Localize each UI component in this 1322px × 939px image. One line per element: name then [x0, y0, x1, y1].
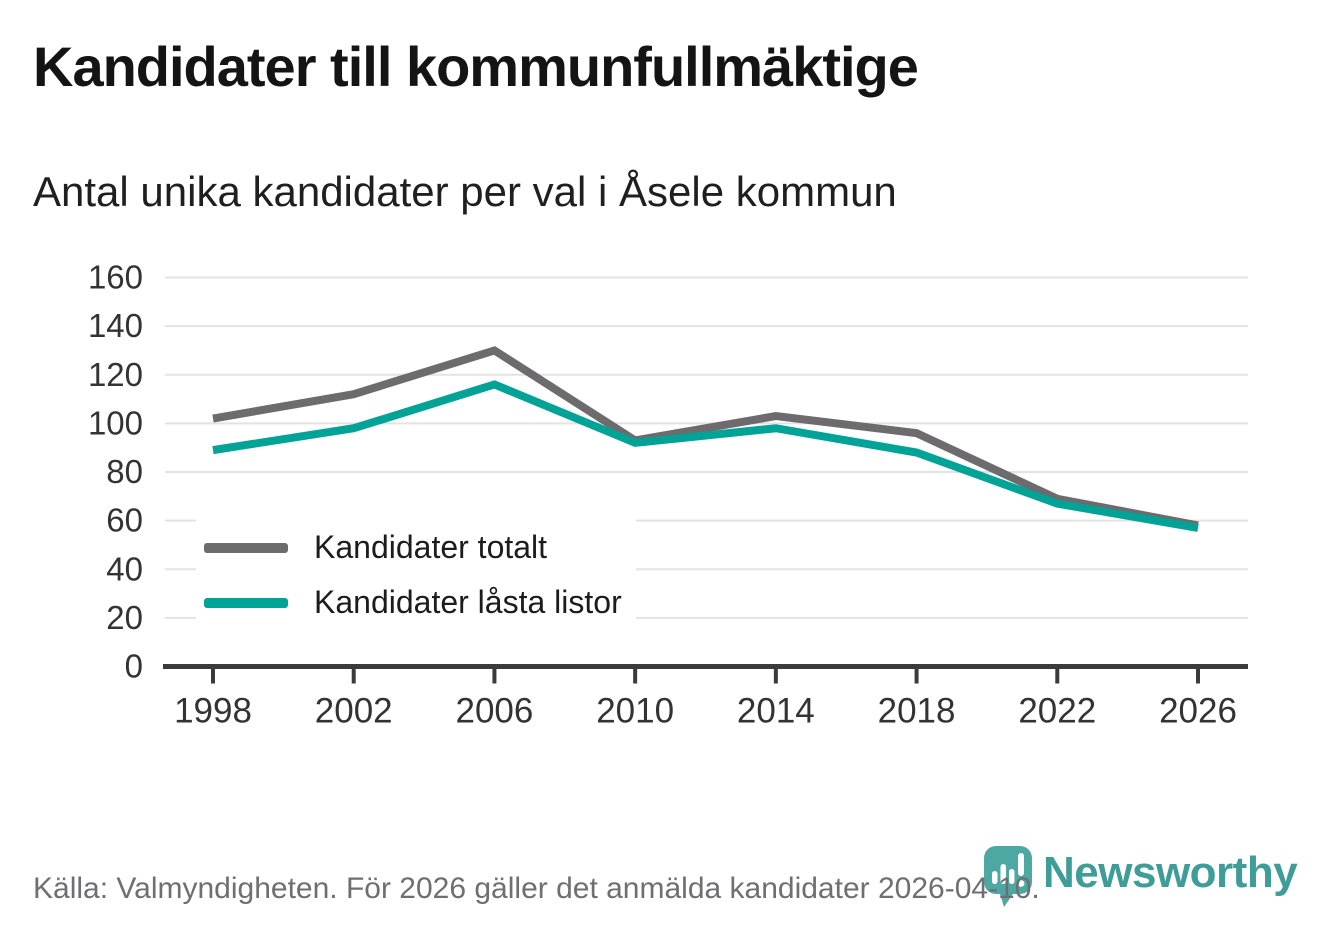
y-tick-label-80: 80 — [106, 453, 143, 490]
newsworthy-logo: Newsworthy — [983, 845, 1298, 909]
page-title: Kandidater till kommunfullmäktige — [33, 35, 919, 98]
y-tick-label-60: 60 — [106, 502, 143, 539]
legend-item-kandidater-lasta-listor: Kandidater låsta listor — [204, 575, 622, 630]
series-line-kandidater-totalt — [212, 346, 1199, 530]
y-tick-label-20: 20 — [106, 599, 143, 636]
y-tick-label-0: 0 — [125, 648, 143, 685]
legend-swatch-kandidater-lasta-listor — [204, 597, 288, 608]
legend-item-kandidater-totalt: Kandidater totalt — [204, 520, 622, 575]
x-tick-label-2010: 2010 — [596, 692, 674, 731]
series-line-kandidater-l-sta-listor — [212, 380, 1199, 532]
chart-subtitle: Antal unika kandidater per val i Åsele k… — [33, 168, 897, 215]
source-note: Källa: Valmyndigheten. För 2026 gäller d… — [33, 872, 1040, 905]
x-tick-label-2026: 2026 — [1159, 692, 1237, 731]
y-tick-label-100: 100 — [88, 404, 143, 441]
y-tick-label-140: 140 — [88, 307, 143, 344]
chart-legend: Kandidater totalt Kandidater låsta listo… — [196, 518, 636, 636]
logo-wordmark: Newsworthy — [1043, 848, 1298, 897]
x-tick-label-2002: 2002 — [315, 692, 393, 731]
x-tick-label-1998: 1998 — [174, 692, 252, 731]
legend-label-kandidater-lasta-listor: Kandidater låsta listor — [314, 584, 622, 620]
legend-label-kandidater-totalt: Kandidater totalt — [314, 529, 548, 565]
x-tick-label-2014: 2014 — [737, 692, 815, 731]
logo-pin-icon — [984, 846, 1032, 907]
y-tick-label-40: 40 — [106, 550, 143, 587]
x-tick-label-2006: 2006 — [455, 692, 533, 731]
legend-swatch-kandidater-totalt — [204, 542, 288, 553]
x-tick-label-2022: 2022 — [1018, 692, 1096, 731]
x-tick-label-2018: 2018 — [878, 692, 956, 731]
y-tick-label-160: 160 — [88, 259, 143, 296]
y-tick-label-120: 120 — [88, 356, 143, 393]
